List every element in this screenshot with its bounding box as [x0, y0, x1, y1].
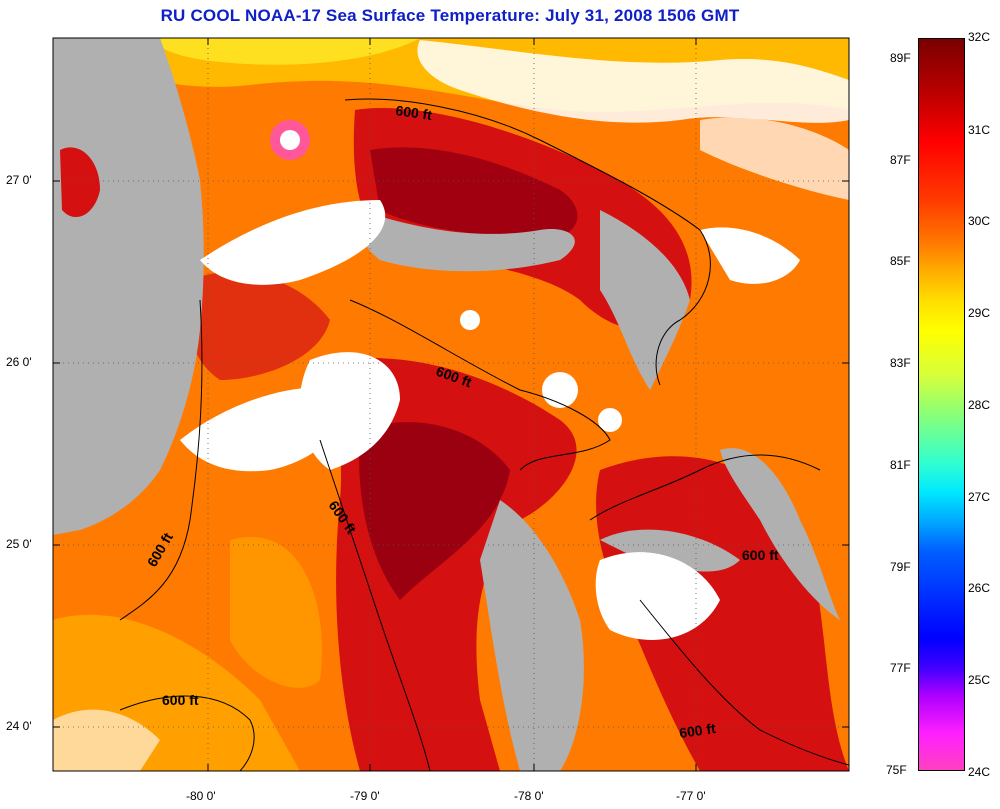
- colorbar-f-81: 81F: [890, 458, 911, 472]
- cloud-small-1: [542, 372, 578, 408]
- cloud-sw: [53, 709, 160, 771]
- contour-label-south: 600 ft: [162, 692, 199, 708]
- colorbar-c-29: 29C: [968, 306, 991, 320]
- cloud-ne: [700, 117, 849, 200]
- colorbar-f-79: 79F: [890, 560, 911, 574]
- cloud-east: [595, 552, 720, 640]
- land-new-providence: [600, 529, 740, 572]
- colorbar-f-77: 77F: [890, 661, 911, 675]
- colorbar-f-83: 83F: [890, 356, 911, 370]
- cloud-west: [200, 200, 386, 285]
- lon-label-79: -79 0': [350, 789, 380, 803]
- contour-label-east: 600 ft: [742, 547, 779, 563]
- lake-okeechobee: [60, 147, 100, 218]
- lon-label-78: -78 0': [514, 789, 544, 803]
- hot-water-north-bank: [370, 147, 578, 240]
- colorbar-f-85: 85F: [890, 254, 911, 268]
- contour-north: [344, 98, 711, 386]
- contour-se: [639, 599, 849, 766]
- land-andros: [480, 500, 584, 771]
- cloud-small-4: [280, 130, 300, 150]
- temperature-colorbar: [918, 38, 965, 771]
- colorbar-c-25: 25C: [968, 673, 991, 687]
- land-abaco: [600, 210, 690, 390]
- land-grand-bahama: [358, 210, 575, 272]
- map-area: 600 ft 600 ft 600 ft 600 ft 600 ft 600 f…: [53, 38, 849, 771]
- lon-label-77: -77 0': [676, 789, 706, 803]
- cool-water-patch: [150, 38, 420, 65]
- lat-label-27: 27 0': [6, 173, 32, 187]
- colorbar-f-75: 75F: [886, 763, 907, 777]
- colorbar-c-24: 24C: [968, 765, 991, 779]
- lat-label-25: 25 0': [6, 537, 32, 551]
- contour-south: [119, 695, 255, 771]
- lat-label-26: 26 0': [6, 355, 32, 369]
- colorbar-c-31: 31C: [968, 123, 991, 137]
- graticule: [53, 38, 849, 771]
- contour-label-se: 600 ft: [678, 720, 717, 741]
- colorbar-c-30: 30C: [968, 214, 991, 228]
- colorbar-c-32: 32C: [968, 30, 991, 44]
- contour-label-north: 600 ft: [395, 102, 434, 123]
- colorbar-c-28: 28C: [968, 398, 991, 412]
- lon-label-80: -80 0': [186, 789, 216, 803]
- cloud-north: [417, 40, 849, 123]
- contour-central: [349, 299, 611, 471]
- colorbar-c-26: 26C: [968, 581, 991, 595]
- water-sw-2: [230, 536, 322, 688]
- colorbar-c-27: 27C: [968, 490, 991, 504]
- contour-gulf: [319, 439, 431, 771]
- land-eleuthera: [720, 448, 840, 620]
- map-frame: [52, 37, 850, 772]
- colorbar-f-87: 87F: [890, 153, 911, 167]
- colorbar-f-89: 89F: [890, 51, 911, 65]
- cloud-central: [299, 352, 400, 470]
- cloud-small-3: [460, 310, 480, 330]
- cloud-ne-2: [700, 227, 800, 284]
- map-title: RU COOL NOAA-17 Sea Surface Temperature:…: [160, 6, 740, 25]
- lat-label-24: 24 0': [6, 719, 32, 733]
- tick-marks: [53, 38, 849, 771]
- contour-florida: [119, 299, 203, 621]
- hot-water-core: [359, 422, 510, 600]
- cloud-small-2: [598, 408, 622, 432]
- warm-water-west: [186, 272, 330, 380]
- contour-east: [589, 454, 821, 521]
